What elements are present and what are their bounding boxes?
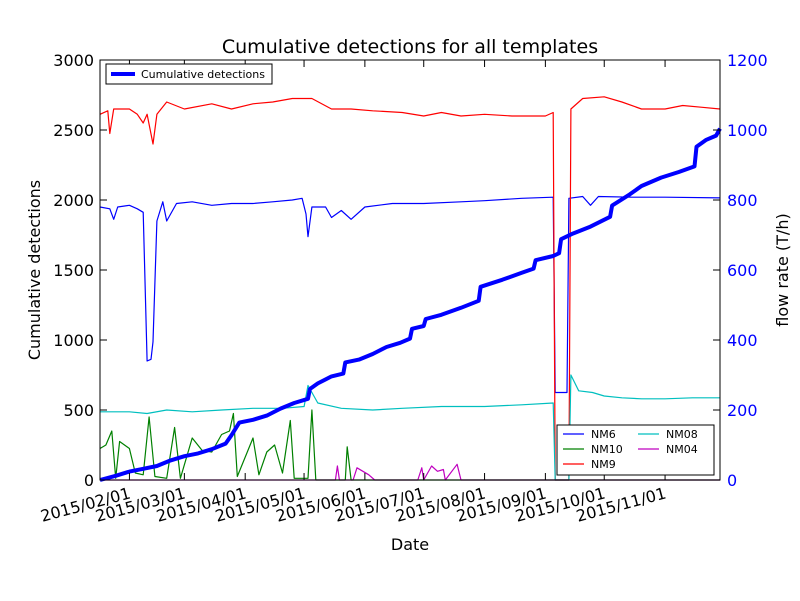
legend-label: NM08 — [666, 428, 698, 441]
plot-frame — [99, 59, 721, 481]
legend-frame — [105, 63, 273, 85]
y-tick-label: 2500 — [53, 121, 94, 140]
legend-label: Cumulative detections — [141, 68, 265, 81]
series-line-nm10 — [99, 409, 720, 481]
legend-label: NM6 — [591, 428, 616, 441]
x-axis-label: Date — [391, 535, 429, 554]
y-tick-label: 500 — [63, 401, 94, 420]
y2-tick-label: 400 — [727, 331, 758, 350]
series-layer — [99, 96, 722, 482]
y2-tick-label: 800 — [727, 191, 758, 210]
legend-cumulative: Cumulative detections — [105, 63, 273, 85]
y-tick-label: 3000 — [53, 51, 94, 70]
legend-frame — [556, 424, 715, 476]
y-tick-label: 0 — [84, 471, 94, 490]
legend-label: NM04 — [666, 443, 698, 456]
series-line-nm08 — [100, 374, 720, 481]
series-line-nm9 — [99, 96, 721, 481]
y-tick-label: 1000 — [53, 331, 94, 350]
y-tick-label: 2000 — [53, 191, 94, 210]
y2-axis-label: flow rate (T/h) — [773, 213, 792, 326]
y-axis-label: Cumulative detections — [25, 180, 44, 360]
y-axis-right: 0 200 400 600 800 1000 1200 — [727, 51, 768, 490]
y2-tick-label: 600 — [727, 261, 758, 280]
y2-tick-label: 1200 — [727, 51, 768, 70]
series-line-cumulative-detections — [99, 127, 722, 482]
legend-label: NM10 — [591, 443, 623, 456]
y-tick-label: 1500 — [53, 261, 94, 280]
chart-title: Cumulative detections for all templates — [222, 36, 598, 58]
legend-label: NM9 — [591, 458, 616, 471]
legend-templates: NM6 NM08 NM10 NM04 NM9 — [556, 424, 715, 476]
y-axis-left: 0 500 1000 1500 2000 2500 3000 — [53, 51, 720, 490]
series-line-nm04 — [100, 463, 720, 481]
y2-tick-label: 200 — [727, 401, 758, 420]
y2-tick-label: 1000 — [727, 121, 768, 140]
y2-tick-label: 0 — [727, 471, 737, 490]
series-line-nm6 — [99, 195, 721, 394]
